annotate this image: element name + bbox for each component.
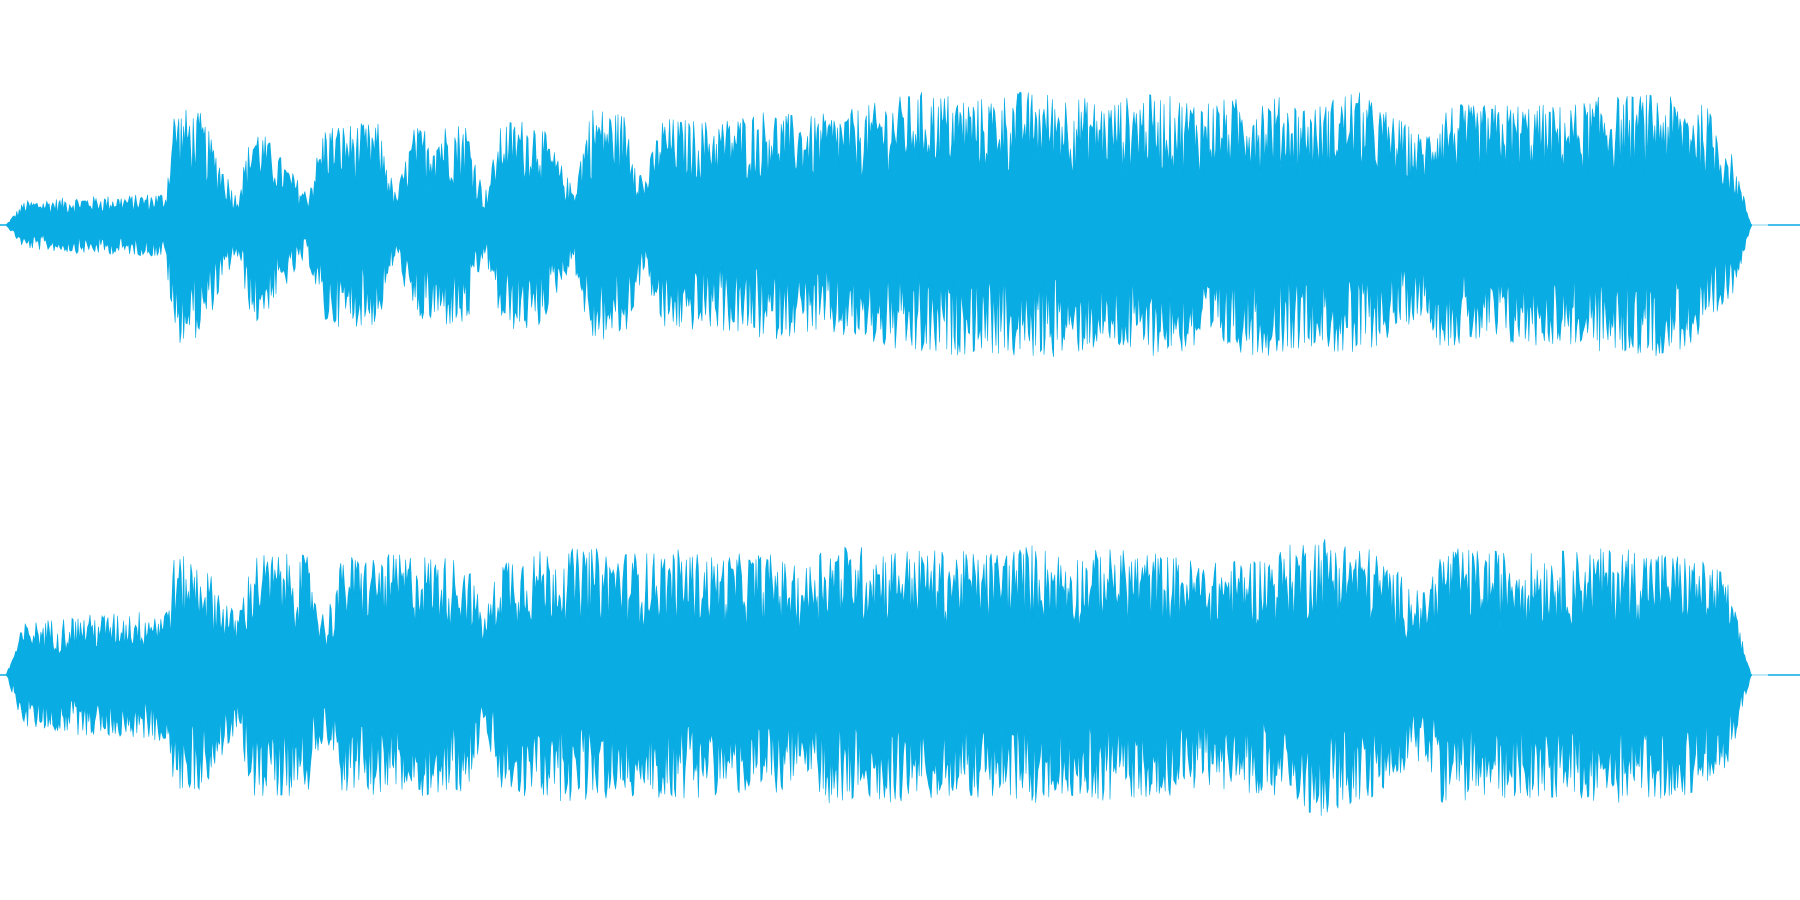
- channel-top-waveform: [0, 91, 1800, 358]
- waveform-top-shape: [5, 91, 1778, 358]
- waveform-bottom-shape: [5, 539, 1778, 816]
- channel-bottom-waveform: [0, 539, 1800, 816]
